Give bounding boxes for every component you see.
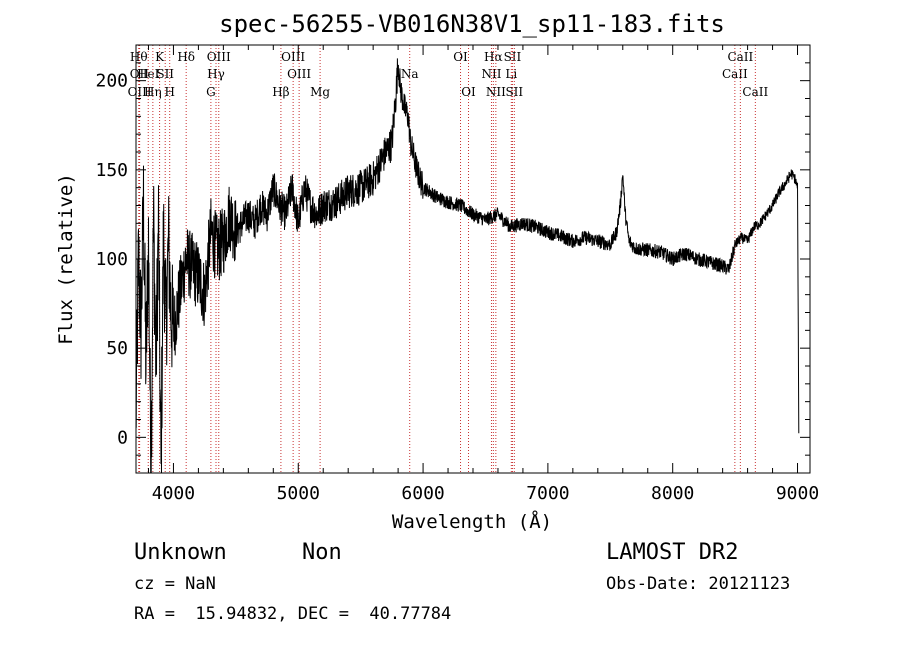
spectral-line-label: Hη xyxy=(144,85,162,99)
spectral-line-label: SII xyxy=(504,50,522,64)
spectrum-line xyxy=(135,58,800,474)
spectral-line-label: Hα xyxy=(484,50,503,64)
spectral-line-label: Mg xyxy=(310,85,330,99)
spectral-line-label: NII xyxy=(486,85,506,99)
spectral-line-label: SII xyxy=(505,85,523,99)
x-tick-label: 6000 xyxy=(401,483,444,504)
spectral-line-label: CaII xyxy=(727,50,753,64)
spectral-line-label: OIII xyxy=(287,67,311,81)
spectral-line-label: Hβ xyxy=(272,85,289,99)
spectral-line-label: OIII xyxy=(281,50,305,64)
spectral-line-label: OIII xyxy=(207,50,231,64)
y-tick-label: 200 xyxy=(95,71,128,92)
chart-title: spec-56255-VB016N38V1_sp11-183.fits xyxy=(219,10,725,38)
spectral-line-label: Li xyxy=(505,67,517,81)
spectral-line-label: Na xyxy=(401,67,419,81)
spectral-line-label: SII xyxy=(156,67,174,81)
survey-label: LAMOST DR2 xyxy=(606,540,738,565)
x-tick-label: 9000 xyxy=(776,483,819,504)
x-axis-label: Wavelength (Å) xyxy=(392,510,552,533)
spectral-line-label: Hγ xyxy=(207,67,225,81)
spectral-line-label: NII xyxy=(481,67,501,81)
y-tick-label: 0 xyxy=(117,427,128,448)
spectral-line-label: H xyxy=(164,85,174,99)
spectral-line-label: Hθ xyxy=(130,50,148,64)
spectral-line-label: OI xyxy=(461,85,476,99)
y-tick-label: 150 xyxy=(95,160,128,181)
spectral-line-label: CaII xyxy=(722,67,748,81)
spectral-line-label: Hδ xyxy=(177,50,195,64)
y-axis-label: Flux (relative) xyxy=(55,173,77,345)
spectral-line-label: HeI xyxy=(137,67,160,81)
x-tick-label: 7000 xyxy=(526,483,569,504)
spectral-line-label: CaII xyxy=(742,85,768,99)
spectral-line-label: OII xyxy=(130,67,150,81)
spectral-line-label: G xyxy=(206,85,216,99)
y-tick-label: 50 xyxy=(106,338,128,359)
x-tick-label: 4000 xyxy=(152,483,195,504)
spectral-line-label: OI xyxy=(453,50,468,64)
y-tick-label: 100 xyxy=(95,249,128,270)
spectral-line-label: K xyxy=(155,50,165,64)
x-tick-label: 8000 xyxy=(651,483,694,504)
plot-frame xyxy=(135,44,811,474)
spectral-line-label: OIII xyxy=(128,85,152,99)
coordinates-label: RA = 15.94832, DEC = 40.77784 xyxy=(134,604,451,624)
redshift-label: cz = NaN xyxy=(134,574,216,594)
class-label: Unknown xyxy=(134,540,227,565)
x-tick-label: 5000 xyxy=(277,483,320,504)
subclass-label: Non xyxy=(302,540,342,565)
obs-date-label: Obs-Date: 20121123 xyxy=(606,574,790,594)
